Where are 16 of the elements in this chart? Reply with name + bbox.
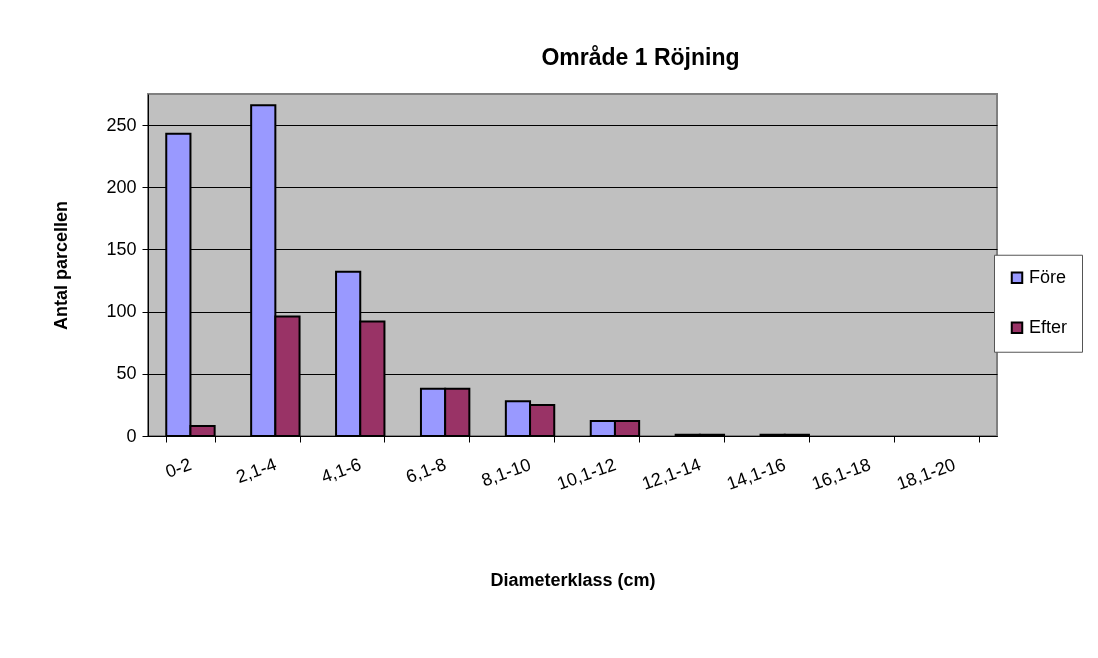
x-tick-label: 0-2 xyxy=(162,454,195,482)
y-tick-label: 100 xyxy=(106,301,137,322)
x-tick-label: 4,1-6 xyxy=(318,454,364,487)
y-tick-label: 0 xyxy=(126,425,137,446)
y-axis-title: Antal parcellen xyxy=(51,200,72,331)
y-tick-label: 50 xyxy=(116,363,137,384)
x-tick-label: 6,1-8 xyxy=(403,454,449,487)
y-tick-label: 250 xyxy=(106,114,137,135)
y-tick-label: 200 xyxy=(106,176,137,197)
x-axis-title: Diameterklass (cm) xyxy=(490,569,656,590)
chart-title: Område 1 Röjning xyxy=(541,44,740,70)
legend-label: Före xyxy=(1029,266,1067,287)
x-tick-label: 2,1-4 xyxy=(233,454,279,487)
legend-label: Efter xyxy=(1029,316,1068,337)
y-tick-label: 150 xyxy=(106,238,137,259)
x-tick-label: 8,1-10 xyxy=(478,454,534,491)
